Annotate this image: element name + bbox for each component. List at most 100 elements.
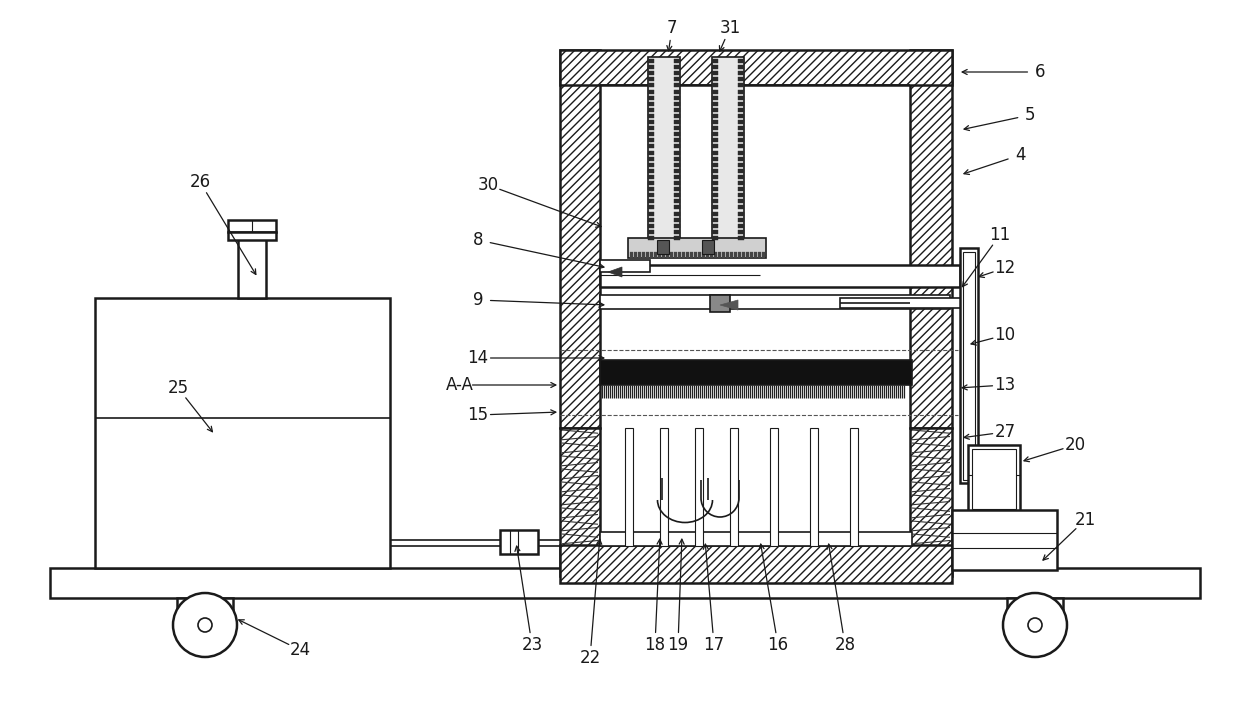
- Bar: [649, 151, 653, 154]
- Text: 13: 13: [994, 376, 1016, 394]
- Text: 11: 11: [990, 226, 1011, 244]
- Bar: [675, 175, 680, 179]
- Text: 7: 7: [667, 19, 677, 37]
- Text: 17: 17: [703, 636, 724, 654]
- Bar: [649, 205, 653, 210]
- Bar: [675, 102, 680, 106]
- Bar: [649, 57, 680, 240]
- Text: 20: 20: [1064, 436, 1085, 454]
- Bar: [675, 144, 680, 149]
- Bar: [712, 230, 718, 234]
- Bar: [649, 163, 653, 167]
- Bar: [649, 65, 653, 69]
- Bar: [649, 169, 653, 173]
- Bar: [675, 83, 680, 88]
- Bar: [712, 199, 718, 203]
- Bar: [600, 265, 960, 287]
- Bar: [712, 77, 718, 81]
- Bar: [712, 163, 718, 167]
- Text: 10: 10: [994, 326, 1016, 344]
- Bar: [712, 72, 718, 75]
- Bar: [712, 132, 718, 136]
- Bar: [653, 252, 657, 258]
- Text: 26: 26: [190, 173, 211, 191]
- Text: A-A: A-A: [446, 376, 474, 394]
- Polygon shape: [711, 295, 730, 312]
- Bar: [630, 252, 632, 258]
- Bar: [738, 187, 744, 191]
- Bar: [649, 95, 653, 100]
- Circle shape: [1028, 618, 1042, 632]
- Bar: [738, 65, 744, 69]
- Bar: [649, 138, 653, 142]
- Bar: [675, 114, 680, 118]
- Bar: [649, 187, 653, 191]
- Bar: [712, 65, 718, 69]
- Bar: [738, 132, 744, 136]
- Bar: [649, 126, 653, 130]
- Bar: [675, 95, 680, 100]
- Bar: [649, 199, 653, 203]
- Bar: [649, 156, 653, 161]
- Text: 8: 8: [472, 231, 484, 249]
- Bar: [698, 252, 701, 258]
- Text: 22: 22: [579, 649, 600, 667]
- Bar: [662, 252, 665, 258]
- Text: 24: 24: [289, 641, 310, 659]
- Bar: [738, 217, 744, 222]
- Bar: [738, 212, 744, 215]
- Polygon shape: [608, 267, 622, 277]
- Bar: [712, 59, 718, 63]
- Bar: [675, 108, 680, 111]
- Bar: [738, 126, 744, 130]
- Bar: [675, 72, 680, 75]
- Bar: [660, 428, 668, 546]
- Bar: [666, 252, 670, 258]
- Bar: [678, 252, 681, 258]
- Text: 5: 5: [1024, 106, 1035, 124]
- Bar: [910, 50, 952, 428]
- Bar: [600, 295, 950, 309]
- Text: 28: 28: [835, 636, 856, 654]
- Bar: [730, 428, 738, 546]
- Bar: [694, 252, 697, 258]
- Bar: [686, 252, 689, 258]
- Bar: [712, 95, 718, 100]
- Bar: [968, 445, 1021, 513]
- Bar: [228, 220, 277, 232]
- Bar: [849, 428, 858, 546]
- Bar: [670, 252, 673, 258]
- Bar: [712, 120, 718, 124]
- Text: 15: 15: [467, 406, 489, 424]
- Bar: [738, 77, 744, 81]
- Bar: [649, 132, 653, 136]
- Bar: [675, 224, 680, 228]
- Bar: [712, 175, 718, 179]
- Text: 12: 12: [994, 259, 1016, 277]
- Bar: [649, 114, 653, 118]
- Text: 19: 19: [667, 636, 688, 654]
- Bar: [712, 236, 718, 240]
- Bar: [712, 126, 718, 130]
- Bar: [649, 175, 653, 179]
- Bar: [649, 72, 653, 75]
- Bar: [228, 232, 277, 240]
- Bar: [675, 217, 680, 222]
- Text: 18: 18: [645, 636, 666, 654]
- Bar: [238, 230, 267, 298]
- Bar: [712, 181, 718, 185]
- Bar: [712, 169, 718, 173]
- Bar: [722, 252, 725, 258]
- Bar: [718, 252, 720, 258]
- Bar: [738, 138, 744, 142]
- Bar: [738, 59, 744, 63]
- Bar: [675, 187, 680, 191]
- Bar: [712, 138, 718, 142]
- Bar: [738, 163, 744, 167]
- Text: 16: 16: [768, 636, 789, 654]
- Bar: [742, 252, 745, 258]
- Bar: [910, 428, 952, 576]
- Bar: [675, 212, 680, 215]
- Bar: [675, 156, 680, 161]
- Bar: [952, 510, 1056, 570]
